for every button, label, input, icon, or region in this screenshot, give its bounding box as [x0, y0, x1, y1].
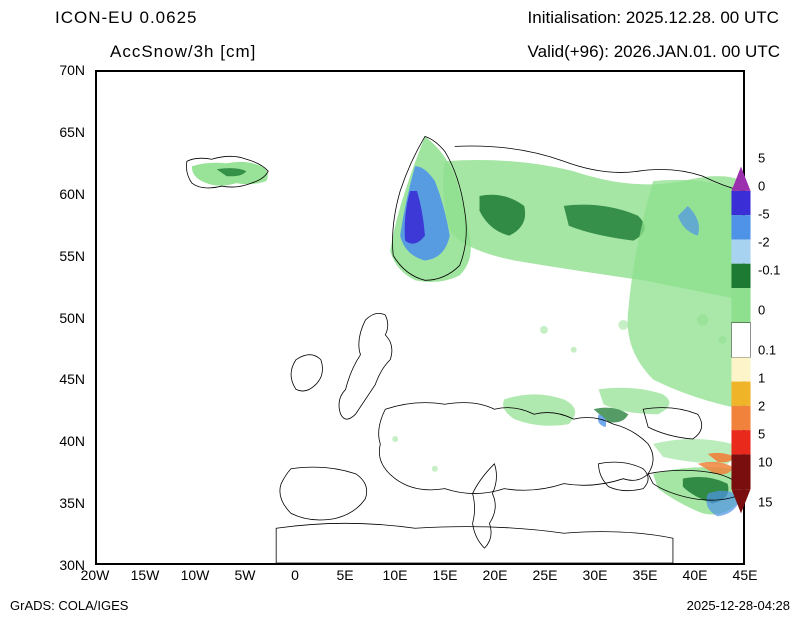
legend-tick-3: -2 [758, 235, 770, 250]
legend-swatch-8 [731, 382, 750, 406]
legend-tick-1: 0 [758, 179, 765, 194]
legend-tick-8: 2 [758, 399, 765, 414]
y-tick-3: 55N [59, 248, 85, 264]
legend-tick-2: -5 [758, 207, 770, 222]
legend-tick-7: 1 [758, 371, 765, 386]
legend-swatch-7 [731, 357, 750, 381]
legend-swatch-1 [731, 191, 750, 215]
x-tick-12: 40E [683, 567, 708, 583]
map-plot-area [95, 70, 745, 565]
x-tick-4: 0 [291, 567, 299, 583]
y-tick-4: 50N [59, 310, 85, 326]
x-tick-10: 30E [583, 567, 608, 583]
header-left-block: ICON-EU 0.0625 AccSnow/3h [cm] [55, 8, 256, 62]
snow-patch-central-europe-1 [503, 394, 575, 425]
europe-map-svg [97, 72, 743, 563]
legend-tick-6: 0.1 [758, 343, 776, 358]
x-tick-8: 20E [483, 567, 508, 583]
model-title: ICON-EU 0.0625 [55, 8, 256, 28]
y-axis-labels: 70N 65N 60N 55N 50N 45N 40N 35N 30N [20, 70, 95, 565]
legend-swatch-10 [731, 430, 750, 454]
x-tick-2: 10W [181, 567, 210, 583]
valid-time-label: Valid(+96): 2026.JAN.01. 00 UTC [528, 42, 780, 62]
header-right-block: Initialisation: 2025.12.28. 00 UTC Valid… [528, 8, 780, 62]
y-tick-7: 35N [59, 495, 85, 511]
x-tick-11: 35E [633, 567, 658, 583]
legend-bar-svg [728, 140, 754, 540]
y-tick-6: 40N [59, 433, 85, 449]
legend-swatch-5 [731, 288, 750, 323]
legend-swatch-top-arrow [731, 167, 750, 191]
legend-tick-10: 10 [758, 455, 772, 470]
y-tick-0: 70N [59, 62, 85, 78]
color-scale-legend: 5 0 -5 -2 -0.1 0 0.1 1 2 5 10 15 [720, 130, 780, 530]
legend-swatch-6 [731, 323, 750, 358]
x-tick-7: 15E [433, 567, 458, 583]
legend-swatch-11 [731, 454, 750, 489]
legend-swatch-bottom-arrow [731, 489, 750, 513]
footer-right-label: 2025-12-28-04:28 [687, 598, 790, 613]
legend-swatch-9 [731, 406, 750, 430]
variable-title: AccSnow/3h [cm] [110, 42, 256, 62]
x-tick-9: 25E [533, 567, 558, 583]
x-tick-1: 15W [131, 567, 160, 583]
x-tick-13: 45E [733, 567, 758, 583]
x-axis-labels: 20W 15W 10W 5W 0 5E 10E 15E 20E 25E 30E … [95, 567, 745, 587]
legend-swatch-3 [731, 239, 750, 263]
legend-swatch-2 [731, 215, 750, 239]
y-tick-5: 45N [59, 371, 85, 387]
legend-tick-4: -0.1 [758, 263, 780, 278]
x-tick-3: 5W [235, 567, 256, 583]
x-tick-0: 20W [81, 567, 110, 583]
legend-tick-0: 5 [758, 151, 765, 166]
x-tick-6: 10E [383, 567, 408, 583]
legend-swatch-4 [731, 264, 750, 288]
legend-tick-5: 0 [758, 303, 765, 318]
x-tick-5: 5E [336, 567, 353, 583]
legend-tick-11: 15 [758, 495, 772, 510]
footer-left-label: GrADS: COLA/IGES [10, 598, 128, 613]
init-time-label: Initialisation: 2025.12.28. 00 UTC [528, 8, 780, 28]
y-tick-1: 65N [59, 124, 85, 140]
legend-tick-9: 5 [758, 427, 765, 442]
weather-map-app: ICON-EU 0.0625 AccSnow/3h [cm] Initialis… [0, 0, 800, 618]
y-tick-2: 60N [59, 186, 85, 202]
